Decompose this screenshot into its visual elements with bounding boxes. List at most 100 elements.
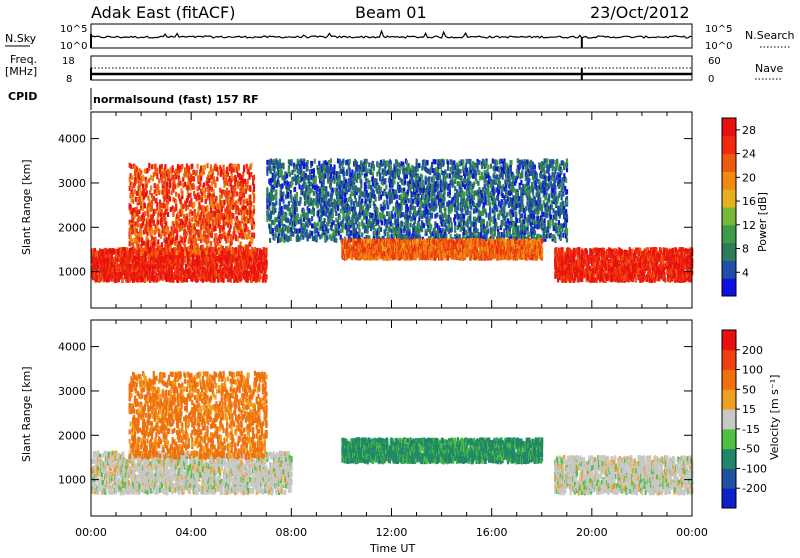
nsky-trace [91,31,692,48]
power-cell [311,161,313,166]
nsearch-label: N.Search [745,29,795,42]
power-cell [360,179,362,184]
power-cell [130,205,132,210]
power-cell [337,205,339,210]
power-cell [201,251,203,256]
power-cell [164,164,166,169]
power-cell [349,159,351,164]
power-cell [204,165,206,170]
power-cell [324,218,326,223]
power-cell [217,171,219,176]
power-cell [161,164,163,169]
power-cell [376,210,378,215]
power-cell [253,234,255,239]
power-cell [296,192,298,197]
nsky-tick-bottom: 10^0 [60,41,87,52]
power-cell [326,235,328,240]
power-cell [195,239,197,244]
power-cell [332,207,334,212]
power-cell [176,236,178,241]
power-cell [375,178,377,183]
power-cell [158,228,160,233]
power-cell [147,211,149,216]
power-cell [265,259,267,264]
power-cell [186,216,188,221]
power-cell [361,232,363,237]
power-cell [166,182,168,187]
freq-tick-bottom: 8 [66,74,72,85]
power-cell [253,175,255,180]
power-cell [231,241,233,246]
power-cell [332,213,334,218]
power-cell [145,251,147,256]
power-cell [307,166,309,171]
power-cell [150,185,152,190]
power-cell [188,166,190,171]
power-cell [132,199,134,204]
power-cell [184,258,186,263]
power-cell [360,184,362,189]
power-cell [350,200,352,205]
nsky-line [91,31,692,38]
power-cell [250,163,252,168]
power-cell [294,187,296,192]
power-cell [221,194,223,199]
power-cell [175,174,177,179]
power-cell [238,164,240,169]
power-cell [218,250,220,255]
power-cell [240,275,242,280]
power-cell [152,176,154,181]
power-cell [151,228,153,233]
power-cell [251,239,253,244]
power-cell [249,187,251,192]
power-cell [307,160,309,165]
power-cell [172,212,174,217]
power-cell [219,219,221,224]
power-cell [181,208,183,213]
power-cell [331,196,333,201]
power-cell [151,202,153,207]
power-cell [315,180,317,185]
power-cell [384,200,386,205]
nave-tick-bottom: 0 [708,74,714,85]
power-cell [282,210,284,215]
power-cell [273,168,275,173]
power-cell [324,174,326,179]
date-title: 23/Oct/2012 [590,3,690,22]
cpid-label: CPID [8,90,37,103]
power-cell [142,184,144,189]
power-cell [384,178,386,183]
power-cell [325,186,327,191]
power-cell [211,233,213,238]
power-cell [210,241,212,246]
power-cell [372,172,374,177]
power-cell [335,211,337,216]
power-cell [201,197,203,202]
power-cell [265,248,267,253]
power-cell [313,211,315,216]
power-cell [296,207,298,212]
power-cell [281,237,283,242]
cpid-value: normalsound (fast) 157 RF [93,93,259,106]
power-cell [314,159,316,164]
power-cell [191,217,193,222]
power-cell [144,278,146,283]
nave-label: Nave [755,62,783,75]
power-cell [206,250,208,255]
power-cell [242,172,244,177]
power-cell [253,198,255,203]
power-cell [212,197,214,202]
power-cell [207,238,209,243]
power-cell [156,168,158,173]
power-cell [287,194,289,199]
power-cell [171,269,173,274]
power-cell [214,226,216,231]
power-cell [265,274,267,279]
power-cell [223,165,225,170]
power-cell [282,192,284,197]
nave-tick-top: 60 [708,56,721,67]
power-cell [154,242,156,247]
power-cell [265,253,267,258]
power-cell [169,197,171,202]
